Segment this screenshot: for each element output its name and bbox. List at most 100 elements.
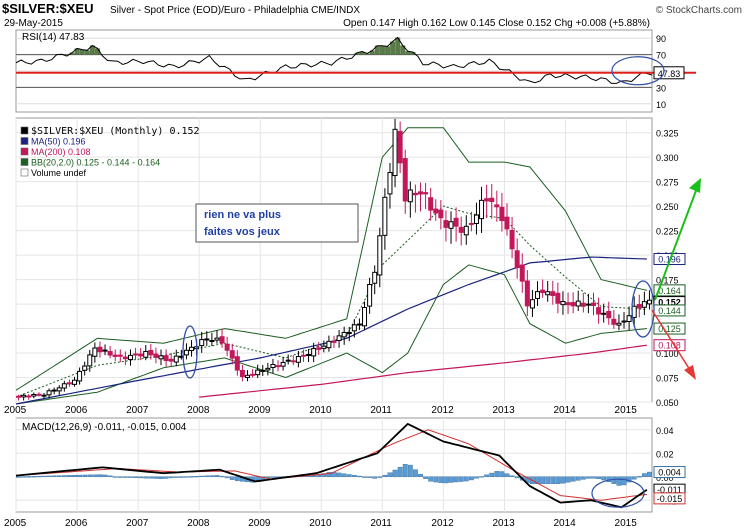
candle-body <box>341 331 347 338</box>
candle-body <box>26 395 32 398</box>
macd-histogram-bar <box>509 475 515 477</box>
macd-histogram-bar <box>234 476 240 482</box>
candle-body <box>87 354 93 367</box>
macd-histogram-bar <box>418 473 423 477</box>
candle-body <box>127 354 133 360</box>
x-axis-label-top: 2011 <box>370 405 392 416</box>
candle-body <box>260 369 266 372</box>
candle-body <box>550 291 556 297</box>
candle-body <box>397 130 403 164</box>
macd-histogram-bar <box>545 476 551 485</box>
rsi-overbought-fill <box>385 46 391 55</box>
macd-highlight-ellipse <box>591 478 645 508</box>
x-axis-label-top: 2013 <box>492 405 515 416</box>
macd-histogram-bar <box>31 476 37 478</box>
candle-body <box>560 301 566 306</box>
x-axis-label-top: 2014 <box>554 405 577 416</box>
macd-histogram-bar <box>158 476 164 479</box>
macd-histogram-bar <box>336 472 342 477</box>
macd-histogram-bar <box>479 476 484 478</box>
rsi-overbought-fill <box>354 52 360 55</box>
legend-swatch <box>20 137 29 145</box>
x-axis-label-bottom: 2009 <box>248 518 271 529</box>
candle-body <box>214 337 220 341</box>
candle-body <box>377 235 383 276</box>
arrow-down-shaft <box>651 309 691 371</box>
x-axis-label-top: 2006 <box>65 405 88 416</box>
macd-histogram-bar <box>209 475 215 477</box>
macd-histogram-bar <box>102 474 108 477</box>
candle-body <box>387 172 393 195</box>
macd-histogram-bar <box>41 475 47 478</box>
macd-histogram-bar <box>224 476 230 479</box>
candle-body <box>245 374 251 378</box>
candle-body <box>183 349 189 356</box>
x-axis-label-top: 2015 <box>615 405 638 416</box>
candle-body <box>163 355 169 362</box>
candle-body <box>285 359 291 362</box>
candle-body <box>143 350 149 358</box>
candle-body <box>540 289 546 293</box>
macd-histogram-bar <box>346 474 352 477</box>
macd-histogram-bar <box>112 476 118 478</box>
macd-histogram-bar <box>184 476 189 478</box>
price-badge-box <box>653 322 686 335</box>
macd-histogram-bar <box>163 476 169 479</box>
candle-body <box>97 346 103 353</box>
x-axis-label-bottom: 2015 <box>615 518 638 529</box>
macd-histogram-bar <box>67 475 72 477</box>
candle-body <box>468 222 474 225</box>
macd-histogram-bar <box>580 476 586 480</box>
candle-body <box>519 264 525 282</box>
macd-histogram-bar <box>392 469 398 477</box>
macd-histogram-bar <box>611 476 617 484</box>
legend-swatch <box>20 126 29 135</box>
price-tick-label: 0.300 <box>656 153 679 163</box>
candle-body <box>199 339 205 347</box>
candle-body <box>484 198 490 202</box>
macd-histogram-bar <box>92 474 98 477</box>
macd-histogram-bar <box>397 466 403 477</box>
macd-histogram-bar <box>407 464 413 477</box>
macd-histogram-bar <box>438 476 444 484</box>
candle-body <box>209 340 215 343</box>
candle-body <box>265 367 271 371</box>
macd-badge-box <box>653 466 686 479</box>
chart-date: 29-May-2015 <box>4 18 63 29</box>
candle-body <box>636 304 642 309</box>
candle-body <box>36 393 42 396</box>
x-axis-label-bottom: 2006 <box>65 518 88 529</box>
arrow-up-shaft <box>654 187 698 301</box>
candle-body <box>596 307 602 315</box>
rsi-overbought-fill <box>395 37 401 55</box>
candle-body <box>138 353 144 357</box>
candle-body <box>112 354 118 358</box>
macd-badge-box <box>653 492 686 505</box>
candle-body <box>448 221 454 229</box>
macd-histogram-bar <box>555 476 561 485</box>
macd-histogram-bar <box>560 476 566 484</box>
legend-entry: MA(200) 0.108 <box>31 147 91 157</box>
candle-body <box>204 338 210 341</box>
macd-histogram-bar <box>641 473 647 477</box>
candle-body <box>16 395 22 398</box>
macd-histogram-bar <box>433 476 439 483</box>
x-axis-label-bottom: 2014 <box>554 518 577 529</box>
macd-histogram-bar <box>499 471 505 477</box>
price-tick-label: 0.050 <box>656 398 679 408</box>
macd-histogram-bar <box>413 469 418 477</box>
candle-body <box>280 361 286 367</box>
candle-body <box>168 358 174 362</box>
rsi-overbought-fill <box>79 49 85 55</box>
macd-histogram-bar <box>138 476 144 479</box>
candle-body <box>234 356 240 371</box>
macd-badge: 0.004 <box>658 468 681 478</box>
macd-histogram-bar <box>122 476 128 478</box>
rsi-overbought-fill <box>400 45 406 55</box>
candle-body <box>173 355 179 363</box>
highlight-ellipse-2015 <box>631 280 655 338</box>
candle-body <box>626 315 632 322</box>
candle-body <box>641 301 647 308</box>
candle-body <box>606 310 612 319</box>
candle-body <box>239 370 245 378</box>
